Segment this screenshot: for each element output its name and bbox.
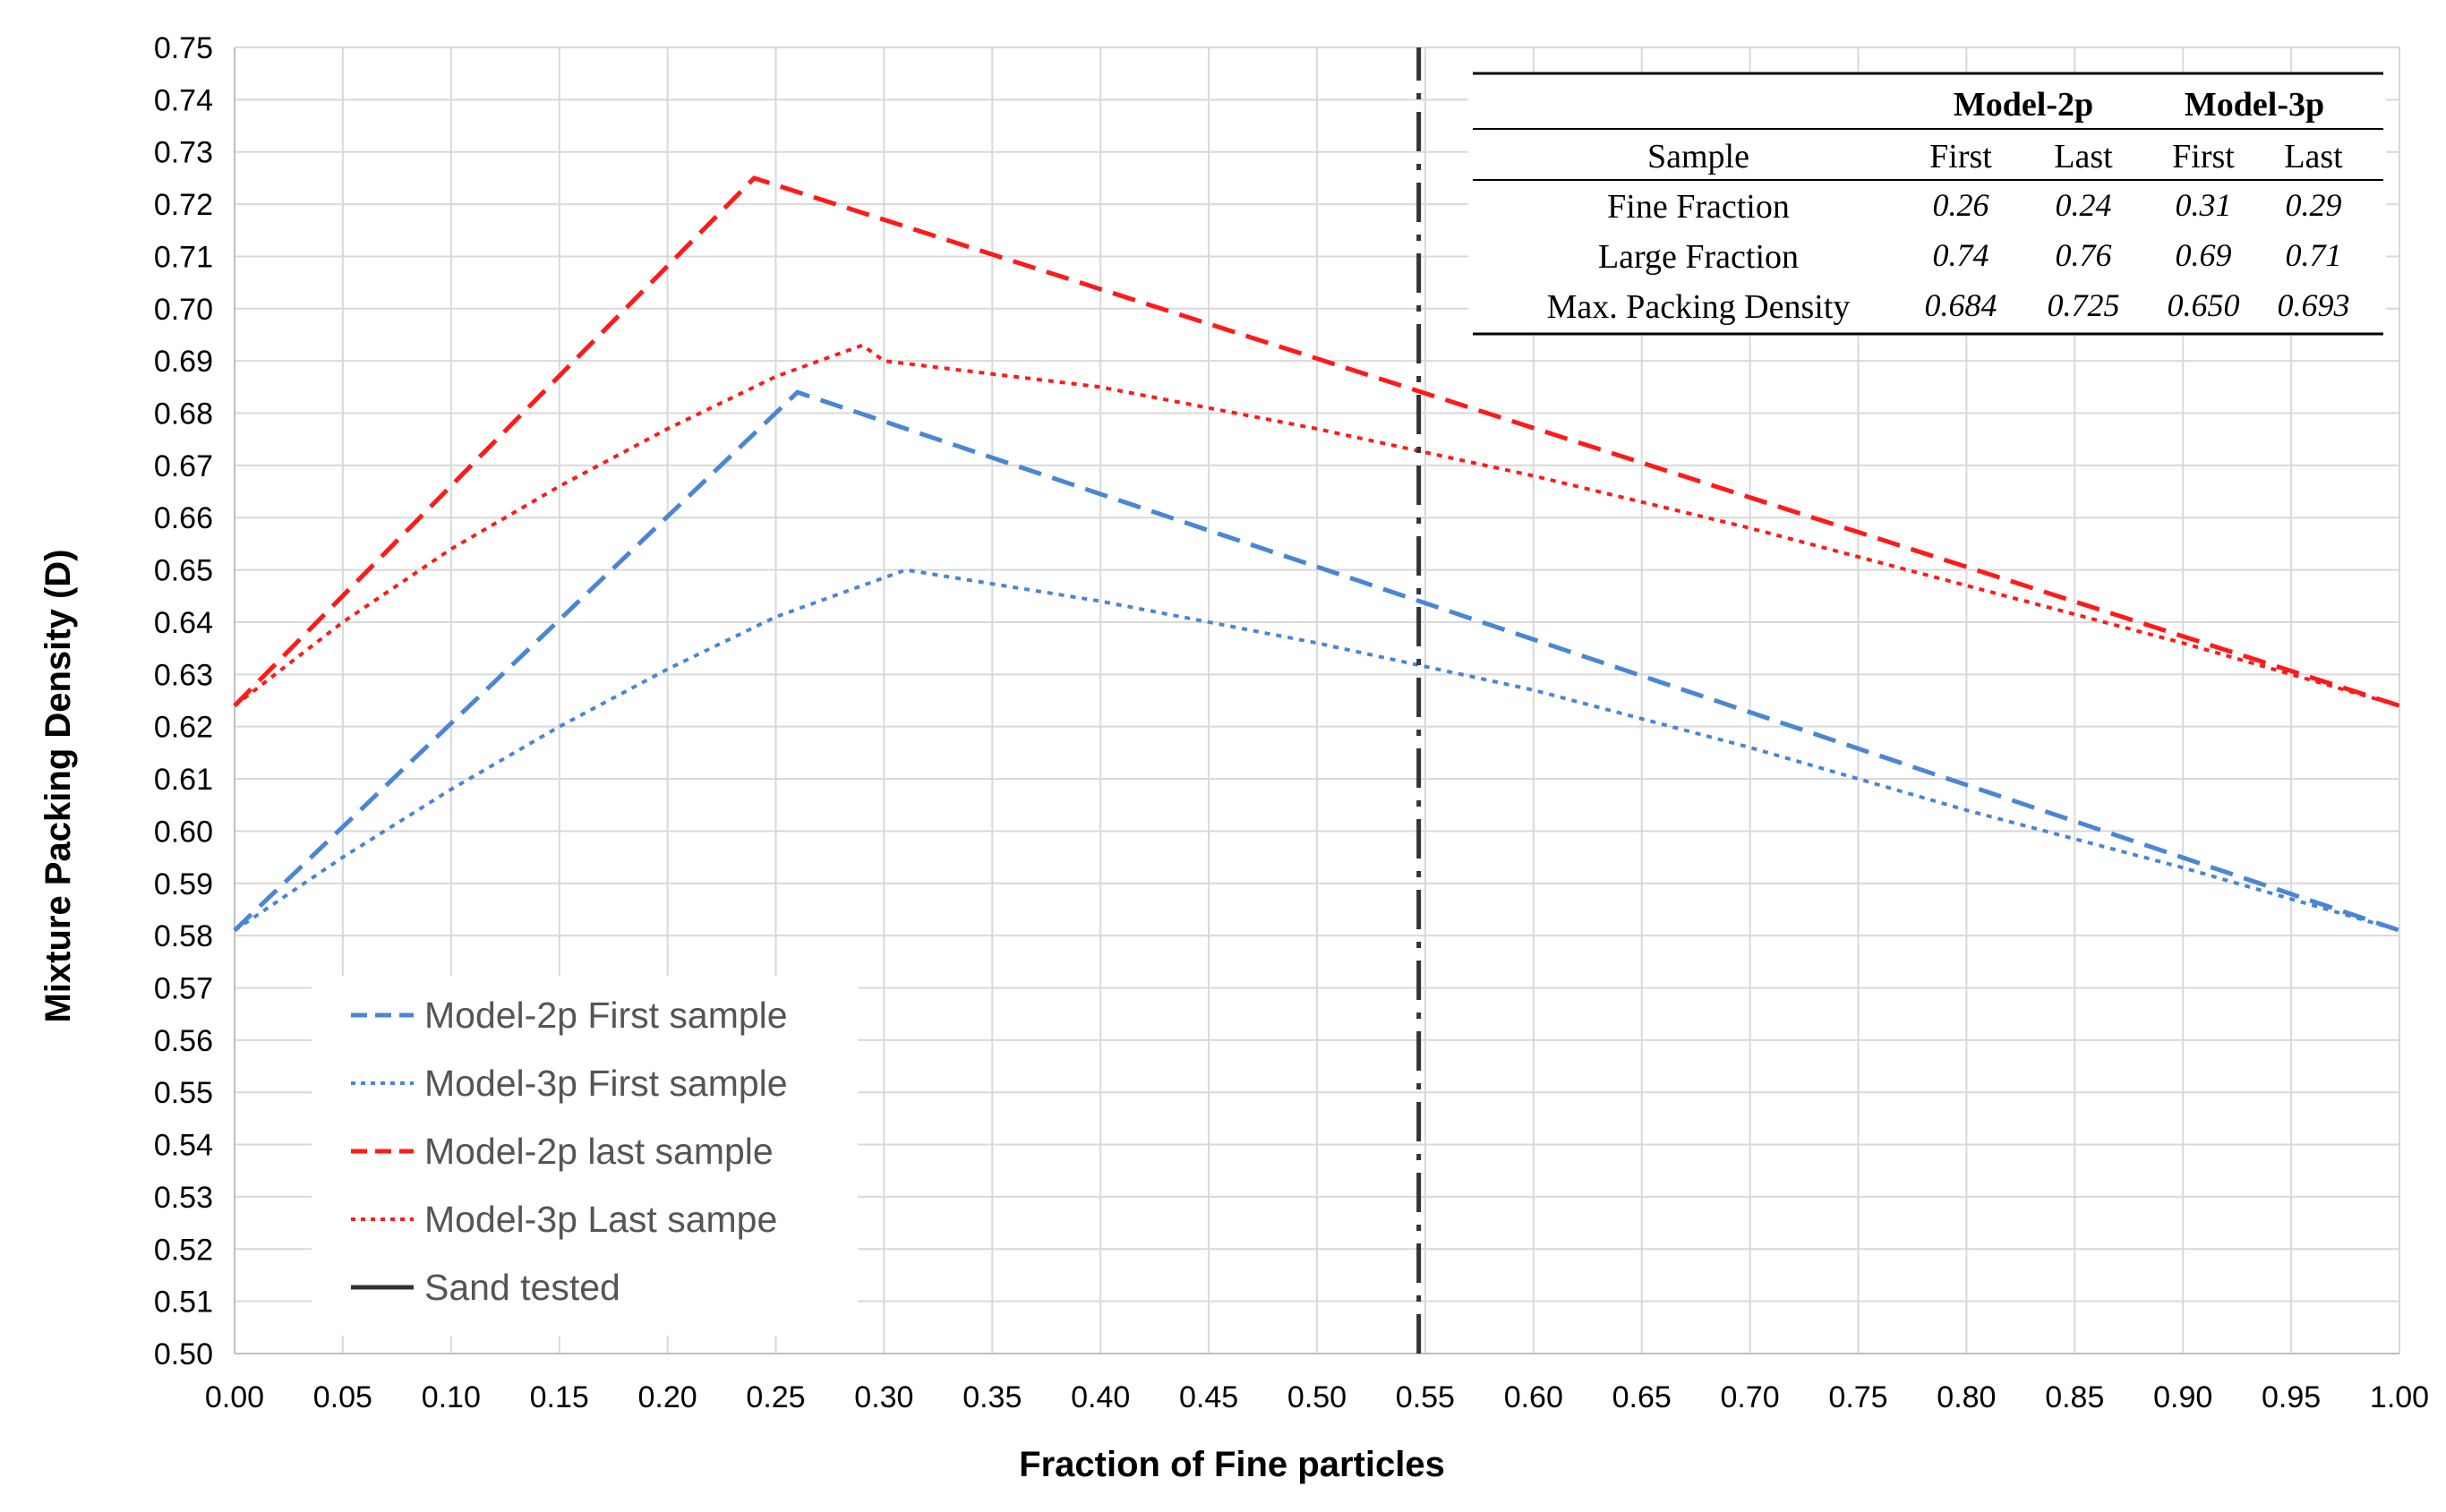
- x-tick-label: 0.25: [746, 1380, 805, 1414]
- y-tick-label: 0.61: [154, 763, 213, 797]
- x-tick-label: 0.55: [1396, 1380, 1455, 1414]
- x-tick-label: 0.45: [1179, 1380, 1238, 1414]
- legend: Model-2p First sample Model-3p First samp…: [312, 976, 858, 1336]
- y-tick-label: 0.52: [154, 1233, 213, 1267]
- x-tick-label: 0.60: [1504, 1380, 1563, 1414]
- series-lines: [233, 47, 2400, 1354]
- legend-label: Model-2p First sample: [424, 995, 788, 1036]
- y-tick-label: 0.72: [154, 188, 213, 222]
- x-tick-label: 0.65: [1612, 1380, 1672, 1414]
- legend-background: [312, 976, 858, 1336]
- x-tick-label: 0.50: [1287, 1380, 1347, 1414]
- y-tick-label: 0.66: [154, 501, 213, 535]
- x-tick-label: 1.00: [2370, 1380, 2429, 1414]
- series-model-3p-first-sample: [233, 568, 2400, 933]
- table-column-header: Last: [2054, 138, 2113, 175]
- table-column-header: Sample: [1647, 138, 1749, 175]
- table-cell: 0.29: [2286, 187, 2342, 223]
- x-axis-title: Fraction of Fine particles: [1019, 1445, 1445, 1484]
- table-cell: 0.26: [1933, 187, 1989, 223]
- y-tick-label: 0.70: [154, 293, 213, 327]
- x-tick-label: 0.80: [1937, 1380, 1996, 1414]
- y-tick-label: 0.69: [154, 345, 213, 379]
- series-model-2p-first-sample: [233, 389, 2400, 933]
- y-tick-label: 0.73: [154, 136, 213, 170]
- x-tick-label: 0.85: [2045, 1380, 2104, 1414]
- y-tick-label: 0.53: [154, 1181, 213, 1215]
- x-tick-label: 0.20: [638, 1380, 697, 1414]
- table-column-header: Last: [2284, 138, 2343, 175]
- table-cell: 0.24: [2056, 187, 2112, 223]
- table-background: [1468, 72, 2386, 336]
- y-tick-label: 0.56: [154, 1024, 213, 1058]
- y-tick-label: 0.65: [154, 554, 213, 588]
- results-table: Model-2p Model-3p Sample First Last First Last…: [1468, 72, 2386, 336]
- y-tick-label: 0.75: [154, 31, 213, 65]
- table-cell: 0.684: [1925, 287, 1997, 323]
- table-group-header: Model-2p: [1954, 86, 2093, 124]
- x-tick-label: 0.70: [1721, 1380, 1780, 1414]
- y-axis-title: Mixture Packing Density (D): [38, 549, 78, 1022]
- table-column-header: First: [2172, 138, 2235, 175]
- y-tick-label: 0.54: [154, 1129, 213, 1163]
- table-cell: 0.74: [1933, 237, 1989, 273]
- axes: [234, 47, 2399, 1354]
- y-tick-label: 0.59: [154, 867, 213, 901]
- y-tick-label: 0.60: [154, 815, 213, 849]
- y-tick-label: 0.67: [154, 449, 213, 483]
- table-cell: 0.650: [2168, 287, 2240, 323]
- x-tick-label: 0.90: [2153, 1380, 2212, 1414]
- table-cell: 0.76: [2056, 237, 2112, 273]
- y-tick-label: 0.63: [154, 658, 213, 692]
- x-tick-label: 0.10: [422, 1380, 481, 1414]
- y-tick-label: 0.51: [154, 1286, 213, 1320]
- table-cell: 0.725: [2048, 287, 2120, 323]
- table-cell: 0.31: [2176, 187, 2232, 223]
- y-tick-labels: 0.50 0.51 0.52 0.53 0.54 0.55 0.56 0.57 0.58 0.59…: [154, 31, 213, 1371]
- legend-label: Model-2p last sample: [424, 1131, 774, 1172]
- x-tick-label: 0.40: [1071, 1380, 1130, 1414]
- grid-lines: [234, 47, 2400, 1354]
- legend-label: Sand tested: [424, 1267, 620, 1308]
- x-tick-label: 0.35: [962, 1380, 1022, 1414]
- legend-label: Model-3p First sample: [424, 1063, 788, 1104]
- table-cell: 0.69: [2176, 237, 2232, 273]
- table-cell: 0.71: [2286, 237, 2342, 273]
- y-tick-label: 0.58: [154, 919, 213, 953]
- y-tick-label: 0.57: [154, 971, 213, 1005]
- x-tick-label: 0.95: [2262, 1380, 2321, 1414]
- x-tick-label: 0.15: [530, 1380, 589, 1414]
- y-tick-label: 0.74: [154, 83, 213, 117]
- y-tick-label: 0.71: [154, 240, 213, 274]
- table-column-header: First: [1929, 138, 1992, 175]
- y-tick-label: 0.50: [154, 1337, 213, 1371]
- table-row-label: Large Fraction: [1598, 238, 1799, 276]
- y-tick-label: 0.55: [154, 1076, 213, 1110]
- y-tick-label: 0.68: [154, 397, 213, 431]
- series-model-2p-last-sample: [233, 175, 2400, 708]
- y-tick-label: 0.64: [154, 606, 213, 640]
- x-tick-label: 0.75: [1828, 1380, 1887, 1414]
- x-tick-label: 0.05: [313, 1380, 372, 1414]
- legend-label: Model-3p Last sampe: [424, 1199, 777, 1240]
- x-tick-label: 0.00: [205, 1380, 264, 1414]
- table-row-label: Max. Packing Density: [1547, 288, 1851, 326]
- x-tick-labels: 0.00 0.05 0.10 0.15 0.20 0.25 0.30 0.35 0.40 0.45…: [205, 1380, 2429, 1414]
- table-row-label: Fine Fraction: [1607, 188, 1790, 226]
- x-tick-label: 0.30: [854, 1380, 913, 1414]
- table-group-header: Model-3p: [2185, 86, 2324, 124]
- table-cell: 0.693: [2278, 287, 2350, 323]
- y-tick-label: 0.62: [154, 711, 213, 745]
